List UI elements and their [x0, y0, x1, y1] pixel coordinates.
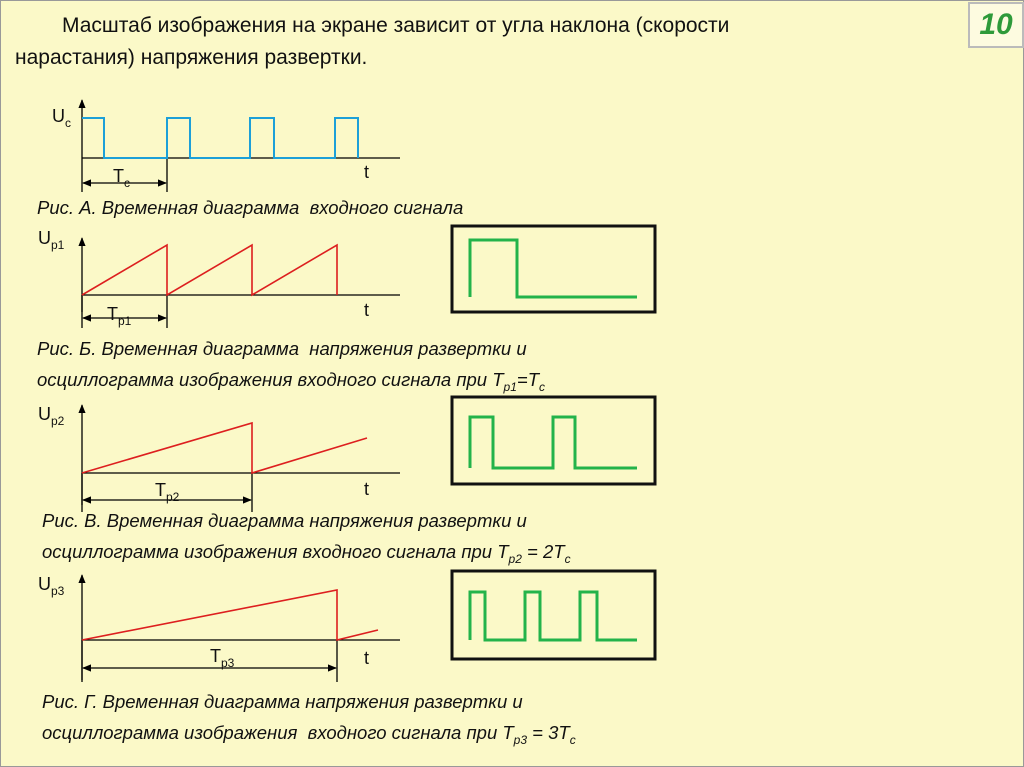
period-label-sub: р2	[166, 490, 180, 504]
y-axis-label-text: U	[38, 574, 51, 594]
y-axis-label-sub: р2	[51, 414, 65, 428]
header-line: Масштаб изображения на экране зависит от…	[62, 14, 730, 37]
screen	[450, 395, 657, 486]
caption-line: осциллограмма изображения входного сигна…	[42, 541, 571, 566]
y-axis-label-text: U	[38, 228, 51, 248]
y-axis-label: Uр2	[38, 404, 65, 428]
oscillogram	[468, 238, 637, 299]
period-label-sub: р3	[221, 656, 235, 670]
caption-text: осциллограмма изображения входного сигна…	[42, 541, 509, 562]
caption-sub: c	[569, 733, 576, 747]
y-axis-label-sub: c	[65, 116, 71, 130]
period-label: Tр3	[210, 646, 235, 670]
y-axis-label-text: U	[38, 404, 51, 424]
caption-sub: р2	[508, 552, 522, 566]
x-axis-label: t	[364, 479, 370, 499]
period-label-sub: р1	[118, 314, 132, 328]
sweep-voltage	[81, 421, 368, 475]
caption-text: осциллограмма изображения входного сигна…	[37, 369, 504, 390]
oscillogram	[468, 415, 637, 470]
caption-line: осциллограмма изображения входного сигна…	[42, 722, 576, 747]
caption-line: Рис. А. Временная диаграмма входного сиг…	[37, 197, 463, 219]
caption-sub: c	[564, 552, 571, 566]
caption-sub: р1	[503, 380, 517, 394]
caption-text: Рис. А. Временная диаграмма входного сиг…	[37, 197, 464, 218]
period-label: Tр2	[155, 480, 180, 504]
caption-text: осциллограмма изображения входного сигна…	[42, 722, 514, 743]
caption-text: =T	[516, 369, 539, 390]
caption-line: Рис. В. Временная диаграмма напряжения р…	[42, 510, 527, 532]
x-axis-label: t	[364, 648, 370, 668]
y-axis-label: Uр3	[38, 574, 65, 598]
caption-line: Рис. Б. Временная диаграмма напряжения р…	[37, 338, 527, 360]
oscillogram	[468, 590, 637, 642]
screen	[450, 224, 657, 314]
caption-text: = 2T	[521, 541, 565, 562]
period-label-text: T	[107, 304, 118, 324]
sweep-voltage	[81, 589, 379, 642]
period-label-text: T	[113, 166, 124, 186]
y-axis-label: Uр1	[38, 228, 65, 252]
screen	[450, 569, 657, 661]
period-label-text: T	[155, 480, 166, 500]
caption-text: = 3T	[527, 722, 570, 743]
caption-text: Рис. Г. Временная диаграмма напряжения р…	[42, 691, 523, 712]
caption-sub: р3	[513, 733, 528, 747]
sweep-voltage	[81, 243, 338, 297]
period-label: Tр1	[107, 304, 132, 328]
x-axis-label: t	[364, 300, 370, 320]
caption-line: осциллограмма изображения входного сигна…	[37, 369, 545, 394]
y-axis-label: Uc	[52, 106, 71, 130]
page-number: 10	[968, 2, 1024, 48]
header-line: нарастания) напряжения развертки.	[15, 46, 368, 69]
caption-text: Рис. Б. Временная диаграмма напряжения р…	[37, 338, 527, 359]
input-signal	[82, 117, 359, 159]
caption-sub: c	[539, 380, 545, 394]
caption-text: Рис. В. Временная диаграмма напряжения р…	[42, 510, 527, 531]
period-label-text: T	[210, 646, 221, 666]
caption-line: Рис. Г. Временная диаграмма напряжения р…	[42, 691, 523, 713]
period-label-sub: c	[124, 176, 130, 190]
period-label: Tc	[113, 166, 130, 190]
y-axis-label-text: U	[52, 106, 65, 126]
y-axis-label-sub: р1	[51, 238, 65, 252]
y-axis-label-sub: р3	[51, 584, 65, 598]
x-axis-label: t	[364, 162, 370, 182]
